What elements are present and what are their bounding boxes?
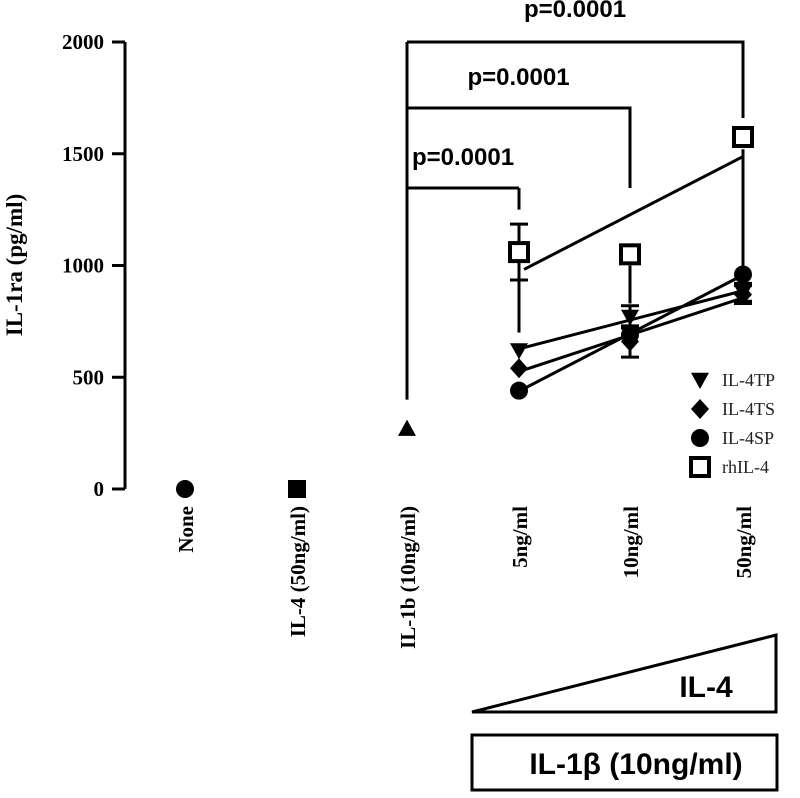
il1b-box	[470, 733, 779, 792]
point-IL-4SP-2	[734, 265, 752, 284]
point-IL-4TP-1	[621, 309, 639, 326]
x-tick-label-4: 10ng/ml	[619, 506, 643, 579]
legend-label-IL-4TS: IL-4TS	[722, 399, 775, 419]
y-ticks: 0 500 1000 1500 2000	[62, 30, 125, 501]
il4-gradient-label: IL-4	[679, 671, 733, 704]
x-tick-label-2: IL-1b (10ng/ml)	[396, 506, 420, 649]
x-tick-label-5: 50ng/ml	[732, 506, 756, 579]
legend-marker-IL-4TP	[691, 372, 709, 389]
trend-lines	[523, 155, 744, 390]
x-tick-labels: None IL-4 (50ng/ml) IL-1b (10ng/ml) 5ng/ml 1…	[174, 506, 756, 649]
point-IL-4SP-0	[510, 381, 528, 400]
il1b-box-label: IL-1β (10ng/ml)	[529, 748, 742, 781]
x-tick-label-3: 5ng/ml	[508, 506, 532, 568]
axes: 0 500 1000 1500 2000 IL-1ra (pg/ml)	[2, 30, 127, 501]
trend-line-rhIL-4	[523, 155, 744, 271]
point-rhIL-4-1	[619, 243, 641, 266]
y-tick-label-1: 500	[73, 365, 105, 389]
data-points	[176, 125, 754, 498]
legend-label-IL-4SP: IL-4SP	[722, 428, 774, 448]
condition-annotations: IL-4 IL-1β (10ng/ml)	[470, 633, 779, 792]
legend-marker-rhIL-4	[689, 456, 711, 478]
significance-label-2: p=0.0001	[524, 0, 626, 23]
significance-label-0: p=0.0001	[412, 144, 514, 171]
y-axis-label: IL-1ra (pg/ml)	[2, 194, 27, 336]
legend: IL-4TP IL-4TS IL-4SP rhIL-4	[689, 370, 775, 478]
legend-label-rhIL-4: rhIL-4	[722, 457, 769, 477]
point-IL-4TP-0	[510, 343, 528, 360]
y-tick-label-3: 1500	[62, 142, 104, 166]
legend-marker-IL-4TS	[691, 399, 709, 419]
control-point-0	[176, 480, 194, 498]
il4-gradient-wedge	[471, 633, 778, 714]
y-tick-label-2: 1000	[62, 254, 104, 278]
y-tick-label-0: 0	[94, 477, 105, 501]
legend-label-IL-4TP: IL-4TP	[722, 370, 775, 390]
point-IL-4SP-1	[621, 325, 639, 344]
significance-label-1: p=0.0001	[467, 64, 569, 91]
significance-brackets: p=0.0001 p=0.0001 p=0.0001	[405, 0, 745, 400]
x-tick-label-0: None	[174, 506, 198, 553]
point-rhIL-4-0	[508, 241, 530, 264]
control-point-1	[288, 480, 306, 498]
y-tick-label-4: 2000	[62, 30, 104, 54]
x-tick-label-1: IL-4 (50ng/ml)	[286, 506, 310, 637]
legend-marker-IL-4SP	[691, 429, 709, 447]
control-point-2	[398, 419, 416, 436]
point-IL-4TS-2	[734, 284, 752, 305]
point-IL-4TS-0	[510, 358, 528, 379]
point-rhIL-4-2	[732, 125, 754, 148]
